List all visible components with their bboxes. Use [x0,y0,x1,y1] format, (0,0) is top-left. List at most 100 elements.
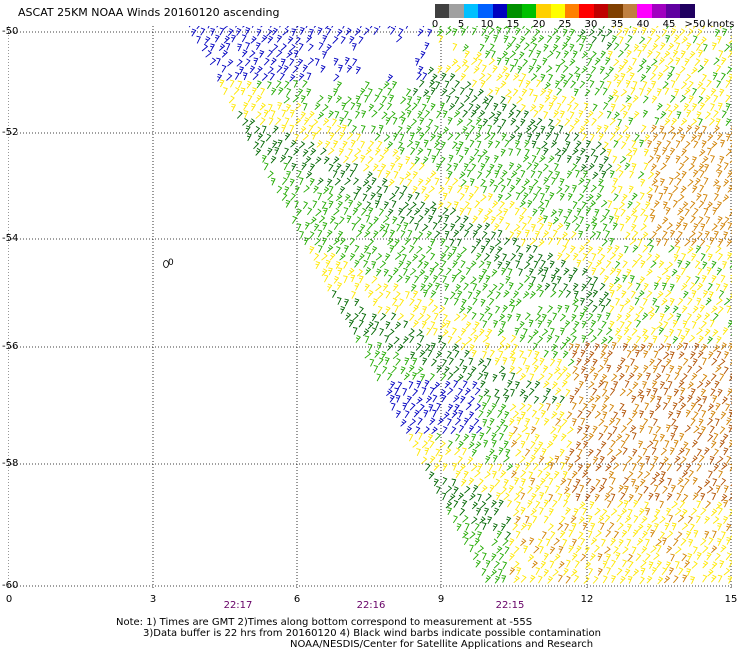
color-swatch [680,4,695,18]
wind-barb [560,477,567,486]
wind-barb [635,319,642,328]
color-swatch [579,4,594,18]
wind-barb [624,365,630,373]
wind-barb [331,118,337,127]
wind-barb [658,192,664,201]
wind-barb [689,50,696,59]
wind-barb [700,492,706,501]
wind-barb [424,125,431,134]
wind-barb [565,388,571,397]
wind-barb [392,148,399,157]
wind-barb [726,417,732,426]
wind-barb [662,402,668,410]
wind-barb [625,148,633,157]
wind-barb [723,567,731,576]
wind-barb [550,274,556,283]
wind-barb [642,43,648,52]
wind-barb [618,169,624,178]
wind-barb [521,222,527,231]
wind-barb [551,343,558,352]
color-swatch [550,4,565,18]
wind-barb [729,208,732,217]
wind-barb [677,259,683,268]
wind-barb [599,282,606,291]
wind-barb [659,433,665,442]
wind-barb [713,463,720,472]
wind-barb [343,260,348,269]
wind-barb [570,245,576,254]
wind-barb [605,463,612,472]
wind-barb [665,289,672,298]
wind-barb [373,27,379,35]
wind-barb [691,439,698,448]
wind-barb [483,371,489,380]
wind-barb [670,27,677,36]
wind-barb [499,432,504,441]
wind-barb [626,65,633,74]
wind-barb [402,185,408,194]
wind-barb [661,132,667,140]
wind-barb [361,312,367,321]
wind-barb [408,380,414,389]
wind-barb [416,246,423,254]
wind-barb [611,35,618,44]
wind-barb [731,327,732,336]
wind-barb [332,170,338,179]
wind-barb [477,463,483,472]
wind-barb [574,290,579,299]
wind-barb [696,551,702,560]
wind-barb [381,95,387,104]
wind-barb [533,545,540,554]
wind-barb [690,118,698,127]
wind-barb [259,117,266,126]
wind-barb [578,110,584,118]
wind-barb [664,440,670,448]
wind-barb [662,147,668,155]
wind-barb [512,72,520,81]
wind-barb [557,522,564,531]
wind-barb [412,388,419,397]
wind-barb [547,88,553,97]
wind-barb [619,388,626,397]
wind-barb [333,57,339,66]
wind-barb [715,402,721,411]
wind-barb [383,185,389,194]
wind-barb [520,522,527,531]
wind-barb [722,194,730,202]
wind-barb [676,126,684,135]
wind-barb [245,26,251,35]
wind-barb [620,357,626,366]
wind-barb [311,131,317,140]
wind-barb [277,139,283,148]
wind-barb [643,297,648,306]
wind-barb [239,66,245,75]
wind-barb [587,73,592,82]
wind-barb [429,440,435,449]
wind-barb [556,87,563,96]
wind-barb [641,530,648,539]
wind-barb [721,396,728,405]
wind-barb [543,380,550,389]
wind-barb [615,433,623,442]
wind-barb [525,432,530,441]
color-swatch [492,4,508,18]
wind-barb [468,192,475,201]
wind-barb [597,313,602,322]
wind-barb [692,492,699,501]
wind-barb [530,477,536,486]
wind-barb [525,229,530,238]
wind-barb [627,471,634,479]
wind-barb [586,178,591,187]
wind-barb [398,191,404,200]
wind-barb [380,312,387,321]
wind-barb [276,49,283,58]
wind-barb [538,373,545,382]
wind-barb [363,163,370,172]
wind-barb [433,312,439,321]
wind-barb [453,297,459,306]
wind-barb [362,178,370,187]
wind-barb [484,132,491,141]
wind-barb [510,470,517,479]
wind-barb [565,507,571,515]
wind-barb [648,561,654,570]
